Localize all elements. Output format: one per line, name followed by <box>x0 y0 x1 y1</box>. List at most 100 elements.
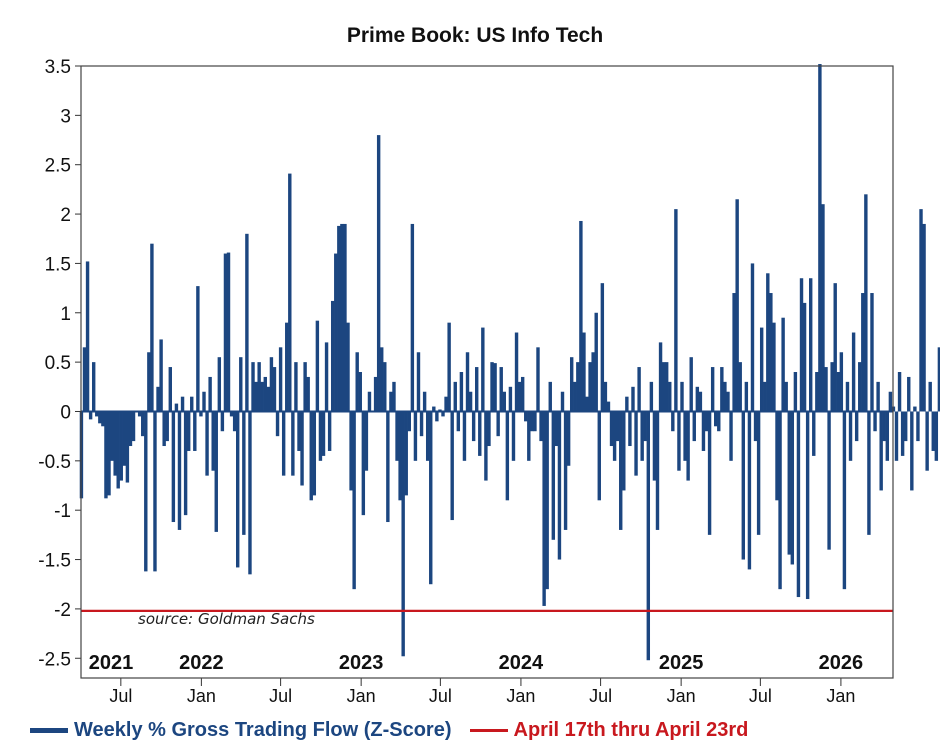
bar <box>631 386 635 412</box>
x-tick-label: Jul <box>429 686 452 706</box>
y-tick-label: -2.5 <box>38 649 71 670</box>
bar <box>334 253 338 412</box>
bar <box>756 411 761 535</box>
bar <box>836 372 840 412</box>
bar <box>462 411 467 461</box>
bar <box>291 411 295 476</box>
bar <box>885 411 890 461</box>
bar <box>278 347 283 412</box>
bar <box>848 411 853 461</box>
bar <box>263 376 267 412</box>
legend-label-reference: April 17th thru April 23rd <box>513 718 749 741</box>
legend-item-flow: Weekly % Gross Trading Flow (Z-Score) <box>30 719 452 742</box>
bar <box>603 381 608 412</box>
bar <box>91 362 96 412</box>
bar <box>527 411 531 461</box>
bar <box>873 411 877 432</box>
bar <box>802 302 807 412</box>
bar <box>499 367 503 412</box>
y-tick-label: 2.5 <box>45 156 71 177</box>
bar <box>174 403 179 412</box>
bar <box>453 381 457 412</box>
plot-frame <box>80 65 894 679</box>
bar <box>784 381 788 412</box>
bar <box>324 342 329 412</box>
bar <box>484 411 488 481</box>
bar <box>759 327 764 412</box>
bar <box>809 278 813 412</box>
bar <box>490 362 494 412</box>
bar <box>867 411 871 535</box>
bar <box>937 347 940 412</box>
bar <box>398 411 402 501</box>
bar <box>671 411 675 432</box>
bar <box>900 411 905 456</box>
y-tick-label: 1.5 <box>45 254 71 275</box>
bar <box>318 411 323 461</box>
bar <box>416 352 421 412</box>
bar <box>649 381 654 412</box>
bar <box>839 352 844 412</box>
bar <box>720 367 724 412</box>
bar <box>913 406 917 412</box>
bar <box>410 223 415 412</box>
bar <box>511 411 516 461</box>
bar <box>842 411 847 590</box>
legend-label-flow: Weekly % Gross Trading Flow (Z-Score) <box>74 718 452 741</box>
bar <box>481 327 485 412</box>
bar <box>741 411 745 560</box>
bar <box>560 391 565 412</box>
bar <box>186 411 191 451</box>
bar <box>214 411 218 532</box>
bar <box>723 381 727 412</box>
y-tick-label: 0.5 <box>45 353 71 374</box>
bar <box>851 332 856 412</box>
bar <box>475 367 479 412</box>
bar <box>772 322 776 412</box>
bar <box>496 411 500 437</box>
bar-series <box>79 64 940 661</box>
x-tick-label: Jan <box>347 686 376 706</box>
bar <box>668 381 672 412</box>
bar <box>315 320 320 412</box>
bar <box>229 411 234 417</box>
bar <box>931 411 935 451</box>
bar <box>220 411 225 432</box>
bar <box>554 411 559 447</box>
bar <box>297 411 301 451</box>
bar <box>294 362 298 412</box>
bar <box>493 363 497 412</box>
bar <box>327 411 332 451</box>
bar <box>686 411 690 481</box>
bar <box>615 411 620 442</box>
bar <box>383 362 387 412</box>
bar <box>168 367 172 412</box>
bar <box>916 411 920 442</box>
bar <box>579 220 583 412</box>
bar <box>634 411 638 476</box>
bar <box>821 204 825 412</box>
y-tick-label: -1 <box>54 501 71 522</box>
bar <box>422 391 427 412</box>
bar <box>879 411 883 491</box>
bar <box>582 332 586 412</box>
bar <box>588 362 592 412</box>
bar <box>386 411 390 523</box>
bar <box>346 322 350 412</box>
bar <box>922 223 926 412</box>
bar <box>910 411 914 491</box>
bar <box>242 411 246 535</box>
bar <box>925 411 929 471</box>
bar <box>707 411 712 535</box>
bar <box>548 381 552 412</box>
x-tick-label: Jul <box>109 686 132 706</box>
y-tick-label: -2 <box>54 600 71 621</box>
bar <box>128 411 133 447</box>
bar <box>796 411 801 598</box>
bar <box>468 391 473 412</box>
bar <box>766 273 770 412</box>
bar <box>275 411 280 437</box>
bar <box>355 352 359 412</box>
bar <box>732 293 736 412</box>
y-tick-label: -1.5 <box>38 551 71 572</box>
